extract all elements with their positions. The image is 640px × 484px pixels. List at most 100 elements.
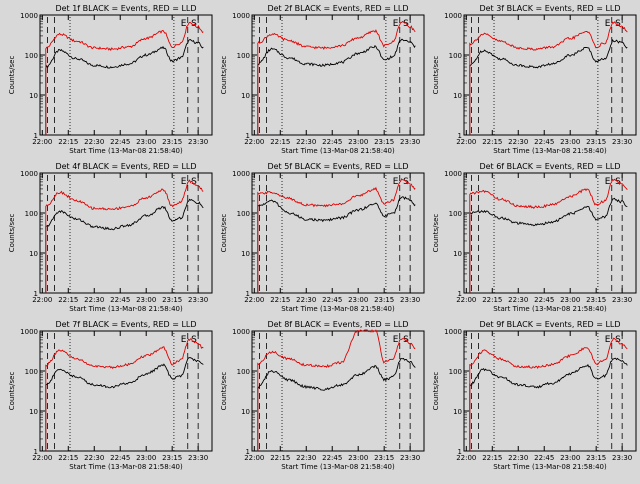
series-events-line: [469, 197, 628, 293]
y-tick-label: 10: [241, 250, 250, 258]
panel-title: Det 4f BLACK = Events, RED = LLD: [55, 162, 196, 171]
x-tick-label: 23:15: [162, 138, 182, 146]
y-tick-label: 100: [237, 52, 250, 60]
x-tick-label: 22:30: [508, 138, 528, 146]
plot-frame: [39, 330, 213, 452]
x-tick-label: 22:15: [482, 296, 502, 304]
panel-title: Det 6f BLACK = Events, RED = LLD: [479, 162, 620, 171]
x-tick-label: 23:15: [586, 296, 606, 304]
y-axis-label: Counts/sec: [8, 56, 16, 95]
x-tick-label: 22:15: [270, 138, 290, 146]
x-axis-label: Start Time (13-Mar-08 21:58:40): [281, 463, 395, 471]
y-axis-label: Counts/sec: [432, 214, 440, 253]
y-axis-label: Counts/sec: [220, 56, 228, 95]
y-tick-label: 10: [241, 408, 250, 416]
series-events-line: [469, 357, 628, 451]
y-tick-label: 100: [449, 210, 462, 218]
x-tick-label: 23:00: [348, 138, 368, 146]
series-lld-line: [257, 20, 416, 135]
y-tick-label: 1000: [20, 12, 38, 20]
y-tick-label: 1: [34, 132, 38, 140]
x-tick-label: 22:15: [58, 454, 78, 462]
panel-det-2: Det 2f BLACK = Events, RED = LLD 1 10 100 10…: [220, 4, 425, 155]
y-tick-label: 1: [246, 448, 250, 456]
x-tick-label: 23:00: [136, 454, 156, 462]
x-tick-label: 22:00: [32, 296, 52, 304]
x-tick-label: 22:45: [110, 138, 130, 146]
x-axis-label: Start Time (13-Mar-08 21:58:40): [493, 147, 607, 155]
marker-label-s: S: [191, 335, 197, 345]
panel-title: Det 5f BLACK = Events, RED = LLD: [267, 162, 408, 171]
y-axis-label: Counts/sec: [220, 214, 228, 253]
y-tick-label: 10: [453, 250, 462, 258]
panel-title: Det 3f BLACK = Events, RED = LLD: [479, 4, 620, 13]
series-events-line: [257, 357, 416, 451]
x-axis-label: Start Time (13-Mar-08 21:58:40): [493, 305, 607, 313]
x-tick-label: 22:00: [244, 296, 264, 304]
x-tick-label: 22:45: [534, 454, 554, 462]
x-tick-label: 22:00: [456, 138, 476, 146]
x-tick-label: 23:15: [374, 454, 394, 462]
y-tick-label: 100: [25, 368, 38, 376]
y-tick-label: 1: [246, 132, 250, 140]
marker-label-e: E: [393, 177, 399, 187]
x-axis-label: Start Time (13-Mar-08 21:58:40): [69, 463, 183, 471]
marker-label-e: E: [605, 177, 611, 187]
x-tick-label: 22:00: [456, 296, 476, 304]
x-tick-label: 22:30: [84, 454, 104, 462]
x-tick-label: 22:00: [456, 454, 476, 462]
x-tick-label: 23:00: [560, 296, 580, 304]
panel-title: Det 7f BLACK = Events, RED = LLD: [55, 320, 196, 329]
plot-frame: [463, 330, 637, 452]
x-tick-label: 23:00: [348, 454, 368, 462]
y-tick-label: 10: [29, 408, 38, 416]
marker-label-e: E: [393, 19, 399, 29]
x-tick-label: 22:45: [110, 454, 130, 462]
x-tick-label: 23:15: [586, 454, 606, 462]
y-tick-label: 100: [237, 368, 250, 376]
x-tick-label: 23:15: [162, 454, 182, 462]
y-tick-label: 1: [458, 448, 462, 456]
marker-label-e: E: [181, 19, 187, 29]
series-lld-line: [257, 329, 416, 451]
x-tick-label: 22:45: [110, 296, 130, 304]
panel-det-5: Det 5f BLACK = Events, RED = LLD 1 10 100 10…: [220, 162, 425, 313]
panel-title: Det 1f BLACK = Events, RED = LLD: [55, 4, 196, 13]
series-lld-line: [469, 337, 628, 451]
y-tick-label: 10: [29, 92, 38, 100]
y-tick-label: 100: [237, 210, 250, 218]
x-tick-label: 23:00: [560, 454, 580, 462]
x-tick-label: 23:00: [560, 138, 580, 146]
marker-label-s: S: [615, 335, 621, 345]
x-tick-label: 23:30: [188, 454, 208, 462]
x-tick-label: 23:30: [612, 296, 632, 304]
marker-label-s: S: [615, 19, 621, 29]
y-tick-label: 1000: [444, 12, 462, 20]
y-tick-label: 10: [453, 92, 462, 100]
series-events-line: [257, 38, 416, 135]
series-events-line: [45, 357, 204, 451]
y-tick-label: 1000: [20, 170, 38, 178]
marker-label-e: E: [605, 335, 611, 345]
plot-frame: [251, 14, 425, 136]
x-tick-label: 22:45: [322, 454, 342, 462]
y-tick-label: 100: [449, 52, 462, 60]
y-tick-label: 1000: [20, 328, 38, 336]
x-tick-label: 22:30: [84, 296, 104, 304]
series-lld-line: [257, 178, 416, 293]
x-tick-label: 23:30: [188, 138, 208, 146]
x-tick-label: 22:30: [296, 296, 316, 304]
y-tick-label: 10: [241, 92, 250, 100]
x-tick-label: 22:30: [296, 138, 316, 146]
x-tick-label: 23:30: [612, 138, 632, 146]
x-tick-label: 22:45: [322, 138, 342, 146]
panel-det-8: Det 8f BLACK = Events, RED = LLD 1 10 100 10…: [220, 320, 425, 471]
series-lld-line: [469, 178, 628, 293]
y-tick-label: 100: [25, 210, 38, 218]
x-axis-label: Start Time (13-Mar-08 21:58:40): [493, 463, 607, 471]
x-tick-label: 23:00: [136, 296, 156, 304]
x-tick-label: 22:00: [32, 138, 52, 146]
y-tick-label: 1000: [444, 328, 462, 336]
panel-title: Det 8f BLACK = Events, RED = LLD: [267, 320, 408, 329]
